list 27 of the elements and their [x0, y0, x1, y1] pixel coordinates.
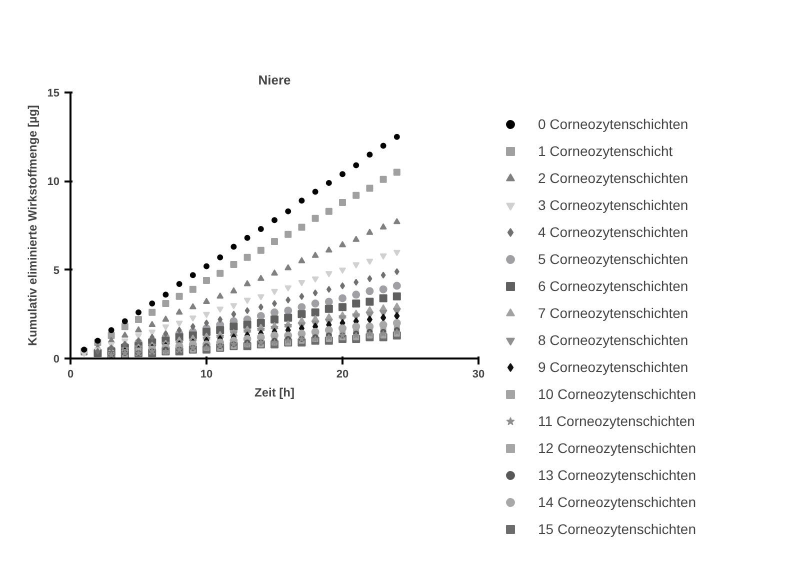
legend-label: 10 Corneozytenschichten: [538, 385, 696, 404]
legend-label: 14 Corneozytenschichten: [538, 493, 696, 512]
y-tick-label: 10: [47, 176, 60, 188]
legend-label: 6 Corneozytenschichten: [538, 277, 688, 296]
legend-label: 7 Corneozytenschichten: [538, 304, 688, 323]
legend-label: 0 Corneozytenschichten: [538, 115, 688, 134]
x-tick-label: 30: [472, 368, 485, 380]
legend-label: 3 Corneozytenschichten: [538, 196, 688, 215]
legend-label: 15 Corneozytenschichten: [538, 520, 696, 539]
y-tick-label: 5: [53, 264, 60, 277]
y-tick-label: 15: [47, 88, 60, 100]
chart-title: Niere: [258, 72, 291, 88]
x-tick-label: 0: [67, 368, 74, 380]
legend-label: 8 Corneozytenschichten: [538, 331, 688, 350]
legend-label: 1 Corneozytenschicht: [538, 142, 673, 161]
legend-label: 2 Corneozytenschichten: [538, 169, 688, 188]
x-tick-label: 10: [200, 368, 213, 380]
legend-label: 5 Corneozytenschichten: [538, 250, 688, 269]
legend-label: 13 Corneozytenschichten: [538, 466, 696, 485]
legend-label: 9 Corneozytenschichten: [538, 358, 688, 377]
y-tick-label: 0: [53, 354, 60, 366]
x-axis-title: Zeit [h]: [254, 386, 295, 400]
y-axis-title: Kumulativ eliminierte Wirkstoffmenge [µg]: [25, 105, 40, 346]
legend-label: 11 Corneozytenschichten: [538, 412, 695, 431]
x-tick-label: 20: [336, 368, 349, 380]
legend-label: 4 Corneozytenschichten: [538, 223, 688, 242]
legend-label: 12 Corneozytenschichten: [538, 439, 696, 458]
